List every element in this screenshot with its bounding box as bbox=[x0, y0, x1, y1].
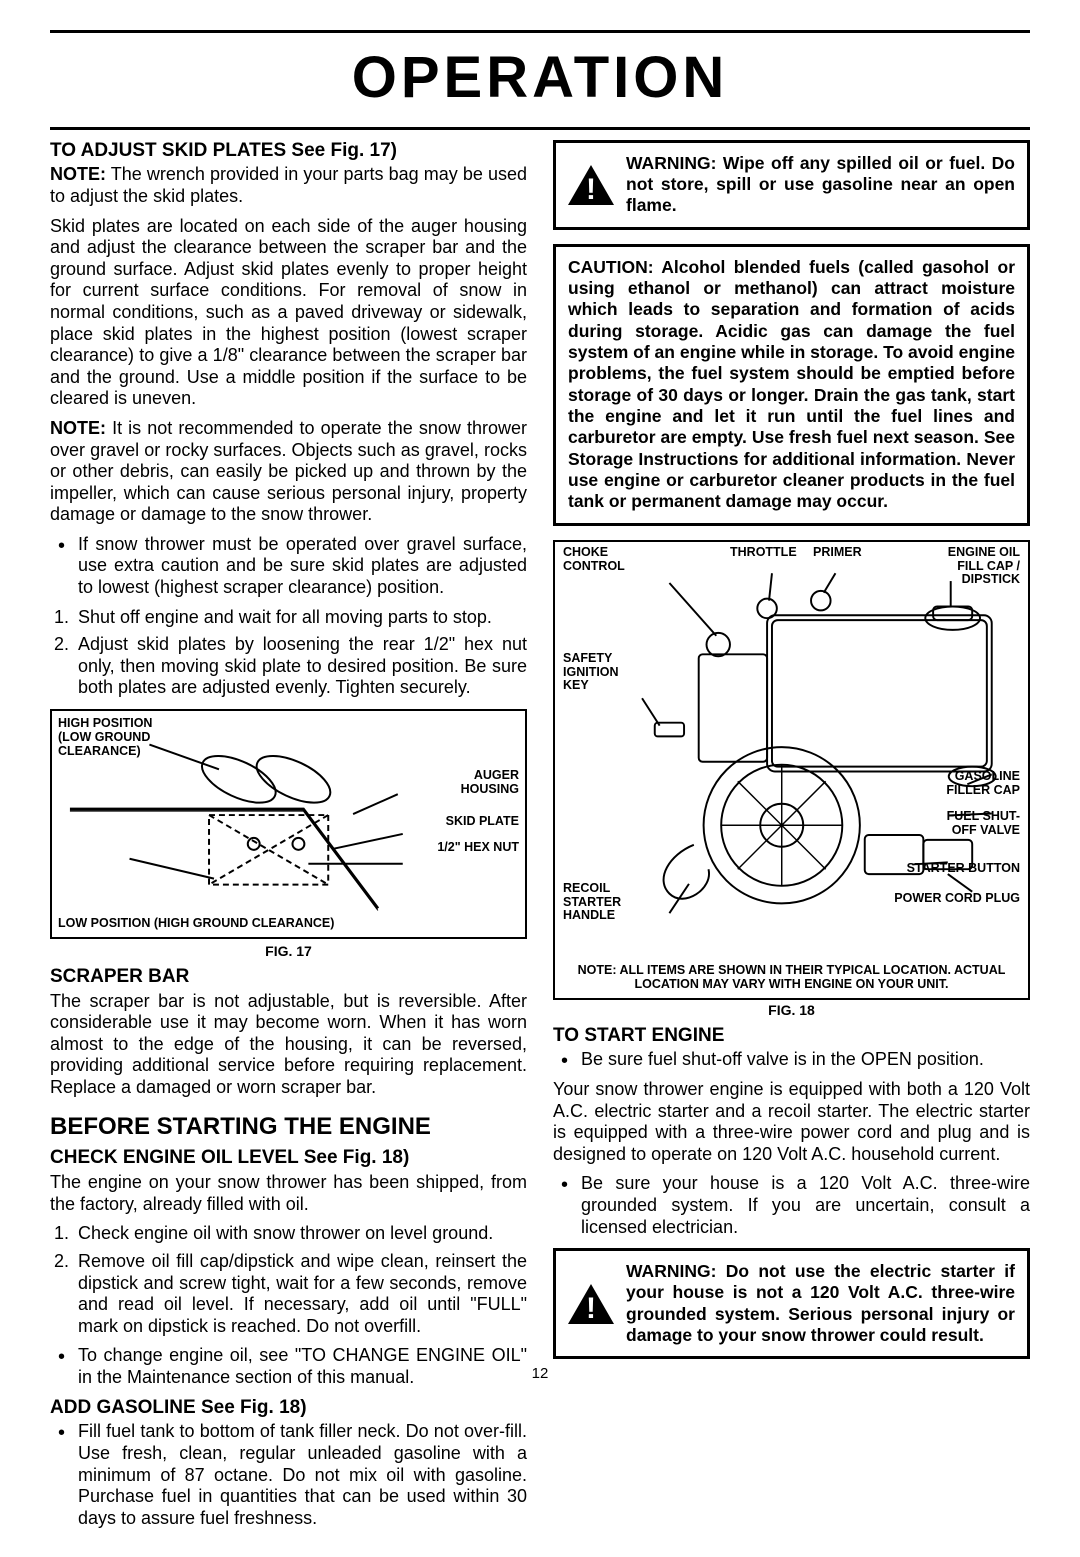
step-2: Adjust skid plates by loosening the rear… bbox=[74, 634, 527, 699]
under-title-rule bbox=[50, 127, 1030, 130]
oil-step-1: Check engine oil with snow thrower on le… bbox=[74, 1223, 527, 1245]
lbl-recoil: RECOIL STARTER HANDLE bbox=[563, 882, 633, 923]
bullet-house-wiring: Be sure your house is a 120 Volt A.C. th… bbox=[553, 1173, 1030, 1238]
two-column-layout: TO ADJUST SKID PLATES See Fig. 17) NOTE:… bbox=[50, 140, 1030, 1538]
fig18-note: NOTE: ALL ITEMS ARE SHOWN IN THEIR TYPIC… bbox=[563, 963, 1020, 992]
bullet-gravel: If snow thrower must be operated over gr… bbox=[50, 534, 527, 599]
para-scraper: The scraper bar is not adjustable, but i… bbox=[50, 991, 527, 1099]
step-1: Shut off engine and wait for all moving … bbox=[74, 607, 527, 629]
lbl-key: SAFETY IGNITION KEY bbox=[563, 652, 633, 693]
figure-17: HIGH POSITION (LOW GROUND CLEARANCE) AUG… bbox=[50, 709, 527, 939]
page-number: 12 bbox=[532, 1365, 549, 1383]
lbl-high: HIGH POSITION (LOW GROUND CLEARANCE) bbox=[58, 717, 188, 758]
lbl-auger: AUGER HOUSING bbox=[429, 769, 519, 797]
page-title: OPERATION bbox=[50, 43, 1030, 113]
warn-text: WARNING: Do not use the electric starter… bbox=[626, 1261, 1015, 1346]
para-oil-ship: The engine on your snow thrower has been… bbox=[50, 1172, 527, 1215]
heading-before-start: BEFORE STARTING THE ENGINE bbox=[50, 1113, 527, 1142]
left-column: TO ADJUST SKID PLATES See Fig. 17) NOTE:… bbox=[50, 140, 527, 1538]
lbl-primer: PRIMER bbox=[813, 546, 862, 560]
bullet-item: Fill fuel tank to bottom of tank filler … bbox=[50, 1421, 527, 1529]
lbl-shutoff: FUEL SHUT-OFF VALVE bbox=[930, 810, 1020, 838]
bullet-shutoff-open: Be sure fuel shut-off valve is in the OP… bbox=[553, 1049, 1030, 1071]
right-column: ! WARNING: Wipe off any spilled oil or f… bbox=[553, 140, 1030, 1538]
steps-oil: Check engine oil with snow thrower on le… bbox=[50, 1223, 527, 1337]
lbl-throttle: THROTTLE bbox=[730, 546, 797, 560]
fig18-caption: FIG. 18 bbox=[553, 1002, 1030, 1019]
bullet-item: If snow thrower must be operated over gr… bbox=[50, 534, 527, 599]
lbl-oilcap: ENGINE OIL FILL CAP / DIPSTICK bbox=[930, 546, 1020, 587]
warning-fuel-spill: ! WARNING: Wipe off any spilled oil or f… bbox=[553, 140, 1030, 230]
lbl-choke: CHOKE CONTROL bbox=[563, 546, 673, 574]
heading-add-gas: ADD GASOLINE See Fig. 18) bbox=[50, 1397, 527, 1420]
lbl-startbtn: STARTER BUTTON bbox=[907, 862, 1020, 876]
warning-icon: ! bbox=[566, 163, 616, 207]
svg-text:!: ! bbox=[586, 1292, 596, 1325]
svg-text:!: ! bbox=[586, 173, 596, 206]
caution-alcohol-fuel: CAUTION: Alcohol blended fuels (called g… bbox=[553, 244, 1030, 526]
heading-scraper: SCRAPER BAR bbox=[50, 966, 527, 989]
bullet-item: Be sure your house is a 120 Volt A.C. th… bbox=[553, 1173, 1030, 1238]
bullet-item: To change engine oil, see "TO CHANGE ENG… bbox=[50, 1345, 527, 1388]
lbl-skid: SKID PLATE bbox=[446, 815, 519, 829]
figure-18: CHOKE CONTROL THROTTLE PRIMER ENGINE OIL… bbox=[553, 540, 1030, 1000]
oil-step-2: Remove oil fill cap/dipstick and wipe cl… bbox=[74, 1251, 527, 1337]
warn-text: WARNING: Wipe off any spilled oil or fue… bbox=[626, 153, 1015, 217]
lbl-gascap: GASOLINE FILLER CAP bbox=[930, 770, 1020, 798]
lbl-plug: POWER CORD PLUG bbox=[894, 892, 1020, 906]
bullet-gas: Fill fuel tank to bottom of tank filler … bbox=[50, 1421, 527, 1529]
heading-check-oil: CHECK ENGINE OIL LEVEL See Fig. 18) bbox=[50, 1147, 527, 1170]
heading-skid: TO ADJUST SKID PLATES See Fig. 17) bbox=[50, 140, 527, 163]
fig17-caption: FIG. 17 bbox=[50, 943, 527, 960]
warning-icon: ! bbox=[566, 1282, 616, 1326]
warning-electric-starter: ! WARNING: Do not use the electric start… bbox=[553, 1248, 1030, 1359]
steps-skid: Shut off engine and wait for all moving … bbox=[50, 607, 527, 699]
top-rule bbox=[50, 30, 1030, 33]
heading-start-engine: TO START ENGINE bbox=[553, 1025, 1030, 1048]
para-starter-desc: Your snow thrower engine is equipped wit… bbox=[553, 1079, 1030, 1165]
note-gravel: NOTE: It is not recommended to operate t… bbox=[50, 418, 527, 526]
para-skid-desc: Skid plates are located on each side of … bbox=[50, 216, 527, 410]
lbl-low: LOW POSITION (HIGH GROUND CLEARANCE) bbox=[58, 917, 334, 931]
bullet-change-oil: To change engine oil, see "TO CHANGE ENG… bbox=[50, 1345, 527, 1388]
caution-text: CAUTION: Alcohol blended fuels (called g… bbox=[568, 257, 1015, 513]
bullet-item: Be sure fuel shut-off valve is in the OP… bbox=[553, 1049, 1030, 1071]
lbl-hex: 1/2" HEX NUT bbox=[437, 841, 519, 855]
note-wrench: NOTE: The wrench provided in your parts … bbox=[50, 164, 527, 207]
